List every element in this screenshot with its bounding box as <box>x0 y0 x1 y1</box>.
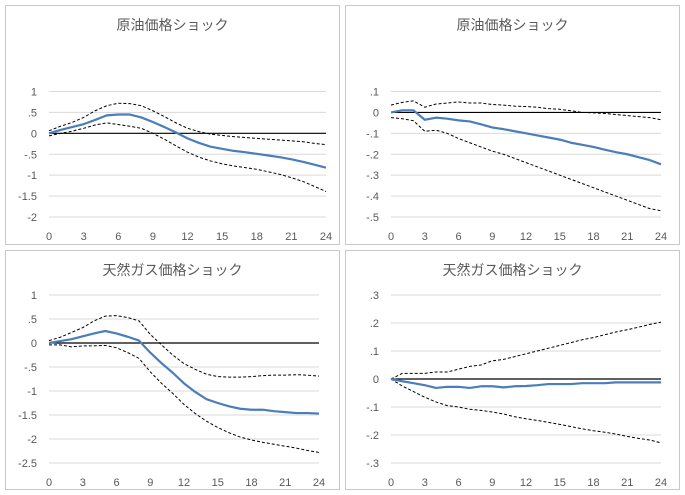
x-tick-label: 21 <box>285 231 297 243</box>
y-tick-label: -.1 <box>366 402 379 414</box>
x-tick-label: 21 <box>621 231 633 243</box>
chart-title: 天然ガス価格ショック <box>442 263 583 279</box>
y-tick-label: .5 <box>28 107 37 119</box>
x-tick-label: 15 <box>554 477 566 489</box>
y-tick-label: -.2 <box>366 430 379 442</box>
x-tick-label: 6 <box>455 231 461 243</box>
chart-3-plot: 1 .5 0 -.5 -1 -1.5 -2 -2.5 0 3 6 9 12 15 18 21 24 <box>18 290 325 489</box>
y-tick-label: -.4 <box>366 191 379 203</box>
y-tick-label: 0 <box>373 107 379 119</box>
confidence-band-upper <box>390 321 662 380</box>
confidence-band-upper <box>390 100 662 121</box>
confidence-band-lower <box>390 117 662 212</box>
x-tick-label: 12 <box>181 231 193 243</box>
x-tick-label: 18 <box>587 477 599 489</box>
y-tick-label: 1 <box>31 290 37 302</box>
confidence-band-upper <box>48 102 327 146</box>
chart-title: 原油価格ショック <box>116 18 229 34</box>
x-tick-label: 12 <box>178 477 190 489</box>
y-tick-label: .1 <box>370 87 379 99</box>
chart-4-plot: .3 .2 .1 0 -.1 -.2 -.3 0 3 6 9 12 15 18 21 24 <box>366 290 667 489</box>
x-tick-label: 21 <box>621 477 633 489</box>
x-tick-label: 3 <box>81 231 87 243</box>
y-tick-label: .3 <box>370 290 379 302</box>
chart-title: 原油価格ショック <box>456 18 569 34</box>
y-tick-label: -.5 <box>366 212 379 224</box>
x-tick-label: 15 <box>212 477 224 489</box>
confidence-band-lower <box>49 344 320 453</box>
y-tick-label: 0 <box>373 374 379 386</box>
chart-title: 天然ガス価格ショック <box>102 263 243 279</box>
y-tick-label: -2 <box>27 434 37 446</box>
y-tick-label: -2.5 <box>18 458 37 470</box>
x-tick-label: 24 <box>320 231 332 243</box>
confidence-band-lower <box>390 378 662 444</box>
x-tick-label: 0 <box>46 231 52 243</box>
y-tick-label: -.2 <box>366 149 379 161</box>
x-tick-label: 0 <box>46 477 52 489</box>
x-tick-label: 15 <box>554 231 566 243</box>
x-tick-label: 24 <box>313 477 325 489</box>
y-tick-label: .5 <box>28 314 37 326</box>
x-tick-label: 18 <box>251 231 263 243</box>
x-tick-label: 6 <box>455 477 461 489</box>
y-tick-label: .1 <box>370 346 379 358</box>
y-tick-label: 0 <box>31 338 37 350</box>
y-tick-label: 0 <box>31 128 37 140</box>
confidence-band-upper <box>48 315 320 378</box>
x-tick-label: 12 <box>520 477 532 489</box>
chart-panel-2: 原油価格ショック .1 0 -.1 -.2 -.3 -.4 -.5 0 3 6 9 12 15 18 21 2… <box>345 5 680 245</box>
chart-1-plot: 1 .5 0 -.5 -1 -1.5 -2 0 3 6 9 12 15 18 21 24 <box>18 87 332 244</box>
y-tick-label: -.5 <box>24 362 37 374</box>
x-tick-label: 3 <box>422 477 428 489</box>
x-tick-label: 3 <box>80 477 86 489</box>
x-tick-label: 9 <box>489 231 495 243</box>
y-tick-label: -2 <box>27 212 37 224</box>
x-tick-label: 15 <box>216 231 228 243</box>
chart-2-plot: .1 0 -.1 -.2 -.3 -.4 -.5 0 3 6 9 12 15 18 21 24 <box>366 87 667 244</box>
x-tick-label: 24 <box>655 477 667 489</box>
x-tick-label: 12 <box>520 231 532 243</box>
x-tick-label: 21 <box>279 477 291 489</box>
confidence-band-lower <box>48 122 327 192</box>
x-tick-label: 6 <box>115 231 121 243</box>
y-tick-label: -1.5 <box>18 410 37 422</box>
impulse-response-line <box>390 377 661 390</box>
y-tick-label: -1 <box>27 386 37 398</box>
y-tick-label: -1 <box>27 170 37 182</box>
x-tick-label: 18 <box>245 477 257 489</box>
x-tick-label: 24 <box>655 231 667 243</box>
x-tick-label: 0 <box>388 477 394 489</box>
x-tick-label: 9 <box>489 477 495 489</box>
y-tick-label: -.1 <box>366 128 379 140</box>
chart-panel-4: 天然ガス価格ショック .3 .2 .1 0 -.1 -.2 -.3 0 3 6 9 12 15 18 21 2… <box>345 250 680 490</box>
impulse-response-line <box>48 329 320 415</box>
x-tick-label: 6 <box>113 477 119 489</box>
x-tick-label: 9 <box>147 477 153 489</box>
y-tick-label: .2 <box>370 318 379 330</box>
x-tick-label: 9 <box>150 231 156 243</box>
impulse-response-line <box>48 113 327 169</box>
impulse-response-line <box>390 109 662 166</box>
y-tick-label: 1 <box>31 87 37 99</box>
x-tick-label: 3 <box>422 231 428 243</box>
y-tick-label: -.3 <box>366 170 379 182</box>
chart-panel-3: 天然ガス価格ショック 1 .5 0 -.5 -1 -1.5 -2 -2.5 0 3 6 9 12 15 18… <box>5 250 340 490</box>
x-tick-label: 18 <box>587 231 599 243</box>
chart-panel-1: 原油価格ショック 1 .5 0 -.5 -1 -1.5 -2 0 3 6 9 12 15 18 21 24 <box>5 5 340 245</box>
y-tick-label: -.3 <box>366 458 379 470</box>
y-tick-label: -.5 <box>24 149 37 161</box>
y-tick-label: -1.5 <box>18 191 37 203</box>
x-tick-label: 0 <box>388 231 394 243</box>
